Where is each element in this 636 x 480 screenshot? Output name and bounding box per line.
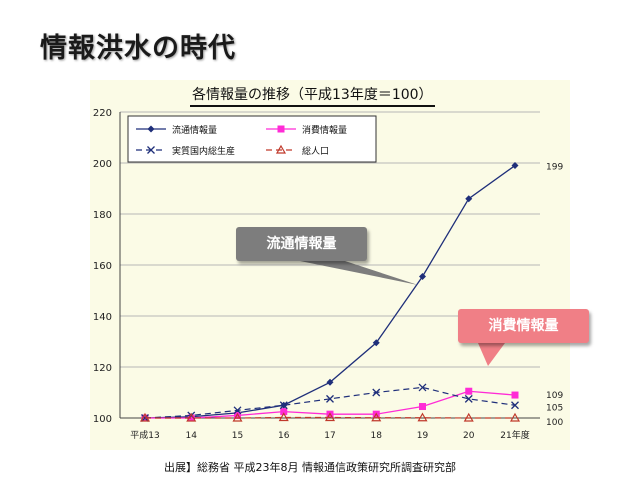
callout-pointer-consumption (478, 343, 505, 366)
data-point (186, 412, 197, 422)
y-tick-label: 100 (93, 414, 112, 425)
data-label: 199 (546, 163, 563, 173)
data-point (233, 406, 242, 415)
legend-box (127, 115, 377, 163)
legend-label: 流通情報量 (172, 124, 217, 136)
slide-title: 情報洪水の時代 (40, 33, 236, 64)
x-tick-label: 20 (463, 431, 475, 441)
data-point (417, 412, 428, 422)
data-point (280, 408, 288, 416)
x-tick-label: 16 (278, 431, 290, 441)
data-point (372, 388, 381, 397)
data-point (279, 401, 288, 410)
x-tick-label: 19 (417, 431, 429, 441)
series-line (145, 416, 515, 419)
x-tick-label: 18 (371, 431, 383, 441)
data-point (511, 401, 519, 410)
data-point (371, 412, 382, 422)
data-point (418, 383, 427, 392)
data-label: 105 (546, 403, 563, 413)
y-tick-label: 200 (93, 159, 112, 170)
data-point (139, 412, 151, 422)
series-line (144, 386, 516, 419)
callout-consumption: 消費情報量 (458, 309, 589, 343)
legend-label: 消費情報量 (302, 124, 347, 136)
data-point (232, 412, 243, 422)
y-tick-label: 160 (93, 261, 112, 272)
x-tick-label: 17 (324, 431, 335, 441)
data-point (326, 378, 334, 386)
data-point (465, 195, 473, 203)
data-label: 109 (546, 391, 563, 401)
legend-marker (147, 125, 155, 133)
legend-marker (147, 146, 155, 154)
data-point (234, 411, 241, 419)
data-label: 100 (546, 418, 563, 428)
legend-marker (275, 144, 287, 154)
data-point (419, 403, 426, 411)
data-point (419, 272, 426, 280)
y-tick-label: 140 (93, 312, 112, 323)
data-point (326, 394, 334, 403)
data-point (187, 414, 195, 422)
data-point (511, 391, 519, 399)
legend-marker (277, 125, 285, 133)
x-tick-label: 14 (186, 431, 198, 441)
callout-pointer-circulation (300, 261, 418, 285)
data-point (464, 394, 473, 403)
data-point (278, 412, 289, 422)
data-point (509, 412, 521, 422)
x-tick-label: 平成13 (130, 429, 159, 441)
y-tick-label: 180 (93, 210, 112, 221)
callout-circulation: 流通情報量 (236, 227, 367, 261)
legend-label: 総人口 (302, 145, 329, 157)
data-point (372, 339, 380, 347)
y-tick-label: 220 (93, 108, 112, 119)
chart-title: 各情報量の推移（平成13年度＝100） (190, 84, 435, 107)
legend-label: 実質国内総生産 (172, 145, 235, 157)
data-point (324, 412, 336, 422)
x-tick-label: 15 (232, 431, 243, 441)
data-point (465, 387, 473, 395)
data-point (511, 162, 519, 170)
data-point (463, 412, 474, 422)
x-tick-label: 21年度 (500, 429, 529, 441)
y-tick-label: 120 (93, 363, 112, 374)
source-note: 出展】総務省 平成23年8月 情報通信政策研究所調査研究部 (164, 461, 456, 474)
